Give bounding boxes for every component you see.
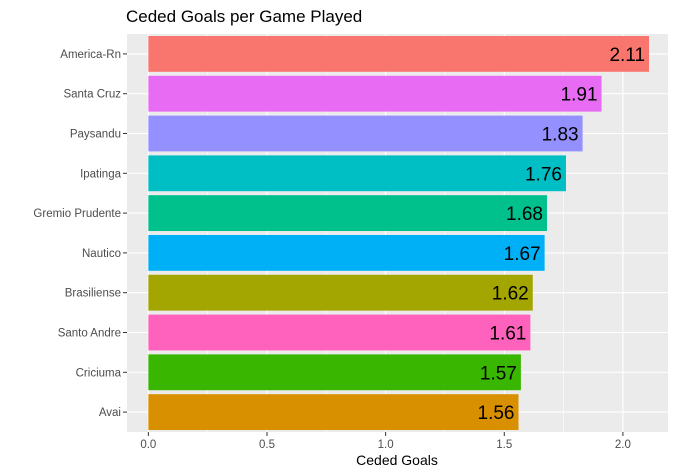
data-label: 1.83 [542, 125, 579, 146]
bars [148, 35, 650, 431]
x-axis-title: Ceded Goals [356, 452, 438, 468]
y-tick-label: Santa Cruz [63, 89, 121, 101]
bar [148, 75, 602, 112]
data-label: 1.57 [480, 363, 517, 384]
x-tick-label: 0.5 [259, 439, 275, 451]
y-tick-label: Avai [99, 407, 121, 419]
data-label: 1.91 [561, 85, 598, 106]
x-axis: 0.0 0.5 1.0 1.5 2.0 [140, 432, 631, 451]
y-tick-label: Ipatinga [80, 168, 122, 180]
data-label: 1.62 [492, 284, 529, 305]
y-tick-label: Brasiliense [65, 288, 121, 300]
y-tick-label: Criciuma [76, 367, 122, 379]
data-label: 1.76 [525, 164, 562, 185]
x-tick-label: 2.0 [615, 439, 631, 451]
x-tick-label: 1.5 [496, 439, 512, 451]
data-label: 2.11 [609, 45, 645, 66]
bar [148, 314, 531, 351]
bar [148, 274, 533, 311]
y-tick-label: Santo Andre [58, 328, 121, 340]
bar [148, 394, 519, 431]
y-tick-label: Paysandu [70, 129, 121, 141]
bar [148, 155, 566, 192]
data-label: 1.67 [504, 244, 541, 265]
data-labels: 2.11 1.91 1.83 1.76 1.68 1.67 1.62 1.61 1.57 1.56 [478, 45, 645, 424]
bar [148, 195, 547, 232]
bar [148, 115, 583, 152]
chart-title: Ceded Goals per Game Played [126, 7, 362, 26]
y-tick-label: Gremio Prudente [33, 208, 121, 220]
y-axis: America-Rn Santa Cruz Paysandu Ipatinga Grem… [33, 49, 127, 419]
x-tick-label: 0.0 [140, 439, 156, 451]
data-label: 1.68 [506, 204, 543, 225]
y-tick-label: America-Rn [60, 49, 121, 61]
y-tick-label: Nautico [82, 248, 121, 260]
data-label: 1.56 [478, 403, 515, 424]
bar [148, 35, 650, 72]
bar [148, 354, 521, 391]
data-label: 1.61 [489, 324, 526, 345]
x-tick-label: 1.0 [378, 439, 394, 451]
bar [148, 234, 545, 271]
